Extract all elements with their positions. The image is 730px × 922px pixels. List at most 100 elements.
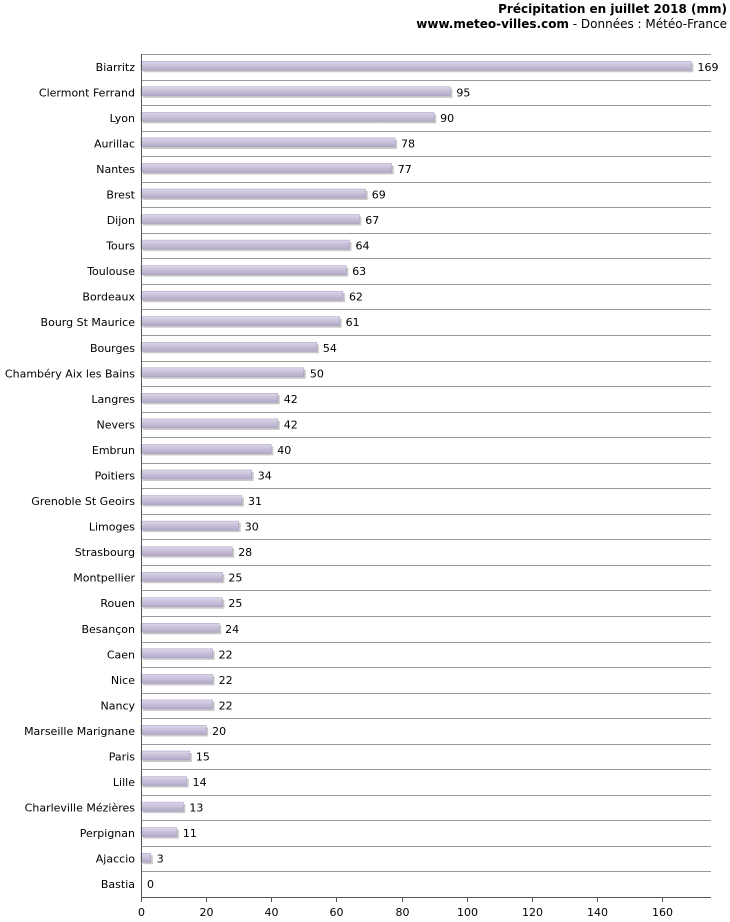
category-label: Tours: [105, 240, 135, 253]
category-label: Perpignan: [80, 827, 135, 840]
value-label: 14: [193, 776, 207, 789]
source-site: www.meteo-villes.com: [416, 17, 569, 31]
category-label: Brest: [106, 189, 135, 202]
value-label: 28: [238, 546, 252, 559]
value-label: 61: [346, 316, 360, 329]
value-label: 11: [183, 827, 197, 840]
value-label: 25: [228, 572, 242, 585]
category-label: Nevers: [96, 418, 135, 431]
bar: [140, 801, 184, 812]
category-label: Caen: [107, 648, 135, 661]
category-label: Charleville Mézières: [25, 802, 136, 815]
value-label: 62: [349, 291, 363, 304]
category-label: Embrun: [92, 444, 135, 457]
value-label: 40: [277, 444, 291, 457]
bar: [140, 852, 152, 863]
bar: [140, 163, 393, 173]
x-tick-label: 140: [587, 906, 608, 919]
bar: [140, 469, 252, 480]
bar: [140, 674, 213, 684]
x-tick-label: 0: [138, 906, 145, 919]
value-label: 34: [258, 470, 272, 483]
category-label: Aurillac: [94, 137, 135, 150]
value-label: 169: [697, 61, 718, 74]
value-label: 22: [219, 699, 233, 712]
category-label: Nice: [111, 674, 135, 687]
category-label: Nantes: [96, 163, 135, 176]
bar: [140, 393, 279, 403]
x-tick-label: 100: [457, 906, 478, 919]
x-tick-label: 80: [396, 906, 410, 919]
bar: [140, 750, 191, 761]
category-label: Bourges: [90, 342, 135, 355]
bar: [140, 188, 366, 199]
bar: [140, 571, 223, 582]
value-label: 31: [248, 495, 262, 508]
value-label: 54: [323, 342, 337, 355]
bar: [140, 265, 347, 275]
bar: [140, 699, 213, 710]
bar: [140, 290, 344, 301]
category-label: Chambéry Aix les Bains: [5, 367, 135, 380]
value-label: 24: [225, 623, 239, 636]
bar: [140, 86, 451, 97]
value-label: 42: [284, 418, 298, 431]
value-label: 78: [401, 137, 415, 150]
value-label: 69: [372, 189, 386, 202]
x-tick-label: 60: [330, 906, 344, 919]
category-label: Rouen: [100, 597, 135, 610]
value-label: 63: [352, 265, 366, 278]
category-label: Poitiers: [95, 470, 136, 483]
category-label: Marseille Marignane: [24, 725, 135, 738]
category-label: Nancy: [101, 699, 136, 712]
value-label: 90: [440, 112, 454, 125]
x-tick-label: 20: [200, 906, 214, 919]
bar: [140, 776, 187, 786]
bar: [140, 112, 435, 122]
bar: [140, 444, 272, 454]
category-label: Besançon: [81, 623, 135, 636]
x-tick-label: 120: [522, 906, 543, 919]
chart-header: Précipitation en juillet 2018 (mm) www.m…: [416, 2, 727, 32]
bar: [140, 214, 360, 224]
category-label: Montpellier: [73, 572, 135, 585]
category-label: Toulouse: [86, 265, 135, 278]
bar: [140, 623, 220, 633]
x-tick-label: 160: [652, 906, 673, 919]
value-label: 42: [284, 393, 298, 406]
bar: [140, 495, 243, 505]
bar: [140, 61, 692, 71]
bar: [140, 316, 340, 326]
value-label: 15: [196, 751, 210, 764]
category-label: Bastia: [101, 878, 135, 891]
value-label: 50: [310, 367, 324, 380]
value-label: 20: [212, 725, 226, 738]
category-label: Dijon: [107, 214, 135, 227]
chart-source: www.meteo-villes.com - Données : Météo-F…: [416, 17, 727, 32]
category-label: Ajaccio: [96, 853, 135, 866]
x-tick-label: 40: [265, 906, 279, 919]
value-label: 77: [398, 163, 412, 176]
category-label: Bordeaux: [82, 291, 135, 304]
category-label: Biarritz: [96, 61, 136, 74]
category-label: Grenoble St Geoirs: [31, 495, 135, 508]
category-label: Lyon: [110, 112, 135, 125]
chart-title: Précipitation en juillet 2018 (mm): [498, 2, 727, 16]
category-label: Lille: [113, 776, 135, 789]
bar: [140, 137, 396, 148]
bar: [140, 597, 223, 607]
category-label: Limoges: [89, 521, 135, 534]
value-label: 30: [245, 521, 259, 534]
value-label: 22: [219, 648, 233, 661]
category-label: Paris: [109, 751, 135, 764]
bar: [140, 546, 233, 556]
value-label: 95: [456, 86, 470, 99]
category-label: Langres: [91, 393, 135, 406]
category-label: Strasbourg: [75, 546, 135, 559]
source-rest: - Données : Météo-France: [568, 17, 727, 31]
bar: [140, 342, 318, 352]
value-label: 25: [228, 597, 242, 610]
category-label: Clermont Ferrand: [39, 86, 135, 99]
value-label: 64: [355, 240, 369, 253]
